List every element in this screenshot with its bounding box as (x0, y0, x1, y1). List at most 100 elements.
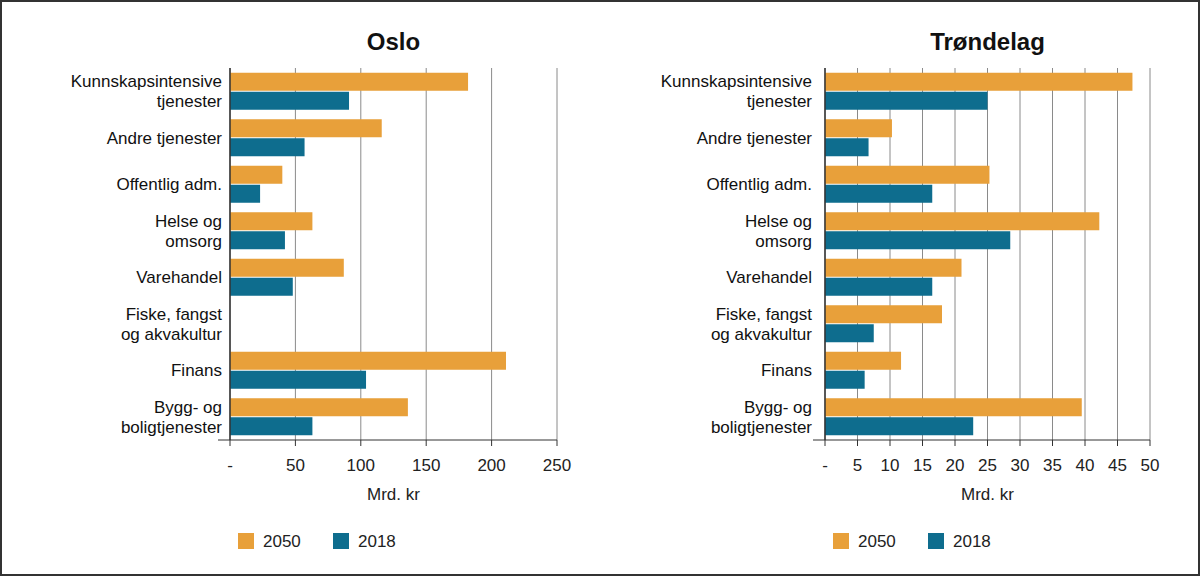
tick-label: 10 (881, 456, 900, 475)
legend-swatch (238, 533, 254, 549)
category-label: Helse ogomsorg (745, 212, 812, 251)
category-label: Fiske, fangstog akvakultur (711, 305, 812, 344)
bar (825, 352, 901, 370)
legend-swatch (833, 533, 849, 549)
tick-label: 200 (477, 456, 505, 475)
grid-line (825, 68, 826, 440)
bar (825, 231, 1010, 249)
tick-mark (922, 440, 923, 446)
tick-mark (426, 440, 427, 446)
grid-line (230, 68, 231, 440)
tick-label: 40 (1076, 456, 1095, 475)
category-label: Kunnskapsintensivetjenester (71, 72, 223, 111)
tick-label: 50 (286, 456, 305, 475)
canvas: Oslo-50100150200250Kunnskapsintensivetje… (0, 0, 1200, 576)
bar (230, 231, 285, 249)
bar (825, 324, 874, 342)
chart: Trøndelag-5101520253035404550Kunnskapsin… (661, 28, 1160, 551)
tick-label: 20 (946, 456, 965, 475)
grid-line (987, 68, 988, 440)
bar (825, 119, 892, 137)
tick-label: - (227, 456, 233, 475)
tick-mark (230, 440, 231, 446)
bar (230, 138, 305, 156)
tick-mark (295, 440, 296, 446)
bar (230, 259, 344, 277)
tick-mark (1150, 440, 1151, 446)
category-label: Andre tjenester (697, 129, 813, 148)
category-label: Finans (761, 361, 812, 380)
grid-line (1150, 68, 1151, 440)
bar (825, 398, 1082, 416)
axis-label: Mrd. kr (367, 485, 420, 504)
grid-line (557, 68, 558, 440)
axis-line (229, 68, 231, 440)
tick-mark (857, 440, 858, 446)
legend-label: 2018 (358, 532, 396, 551)
category-label: Varehandel (136, 268, 222, 287)
bar (230, 166, 282, 184)
tick-mark (360, 440, 361, 446)
bar (230, 417, 312, 435)
grid-line (426, 68, 427, 440)
category-label: Varehandel (726, 268, 812, 287)
bar (230, 278, 293, 296)
bar (825, 371, 865, 389)
bar (230, 73, 468, 91)
grid-line (955, 68, 956, 440)
grid-line (922, 68, 923, 440)
category-label: Finans (171, 361, 222, 380)
bar (230, 212, 312, 230)
tick-label: 50 (1141, 456, 1160, 475)
tick-label: 100 (347, 456, 375, 475)
bar (230, 119, 382, 137)
category-label: Offentlig adm. (706, 175, 812, 194)
tick-label: 30 (1011, 456, 1030, 475)
chart: Oslo-50100150200250Kunnskapsintensivetje… (71, 28, 571, 551)
tick-mark (557, 440, 558, 446)
grid-line (1085, 68, 1086, 440)
bar (825, 138, 869, 156)
bar (230, 92, 349, 110)
legend-swatch (928, 533, 944, 549)
tick-mark (491, 440, 492, 446)
legend-label: 2050 (858, 532, 896, 551)
category-label: Andre tjenester (107, 129, 223, 148)
tick-mark (1052, 440, 1053, 446)
axis-label: Mrd. kr (961, 485, 1014, 504)
axis-line (218, 440, 557, 441)
bar (825, 305, 942, 323)
bars (230, 73, 506, 436)
grid-line (1117, 68, 1118, 440)
tick-label: 15 (913, 456, 932, 475)
title: Oslo (367, 28, 420, 55)
tick-mark (890, 440, 891, 446)
bar (230, 398, 408, 416)
tick-label: 150 (412, 456, 440, 475)
tick-label: - (822, 456, 828, 475)
bar (230, 371, 366, 389)
category-label: Fiske, fangstog akvakultur (121, 305, 222, 344)
frame (1, 1, 1199, 575)
tick-label: 5 (853, 456, 862, 475)
bar (825, 417, 973, 435)
bar (825, 278, 932, 296)
category-label: Bygg- ogboligtjenester (711, 398, 812, 437)
bar (230, 185, 260, 203)
grid-line (1052, 68, 1053, 440)
legend-swatch (333, 533, 349, 549)
bar (825, 212, 1099, 230)
axis-line (813, 440, 1150, 441)
legend-label: 2050 (263, 532, 301, 551)
tick-label: 35 (1043, 456, 1062, 475)
bar (825, 259, 962, 277)
grid-line (1020, 68, 1021, 440)
category-label: Kunnskapsintensivetjenester (661, 72, 813, 111)
bar (825, 92, 988, 110)
tick-mark (1117, 440, 1118, 446)
category-label: Offentlig adm. (116, 175, 222, 194)
bar (825, 185, 932, 203)
bars (825, 73, 1132, 436)
tick-label: 25 (978, 456, 997, 475)
bar (825, 73, 1132, 91)
